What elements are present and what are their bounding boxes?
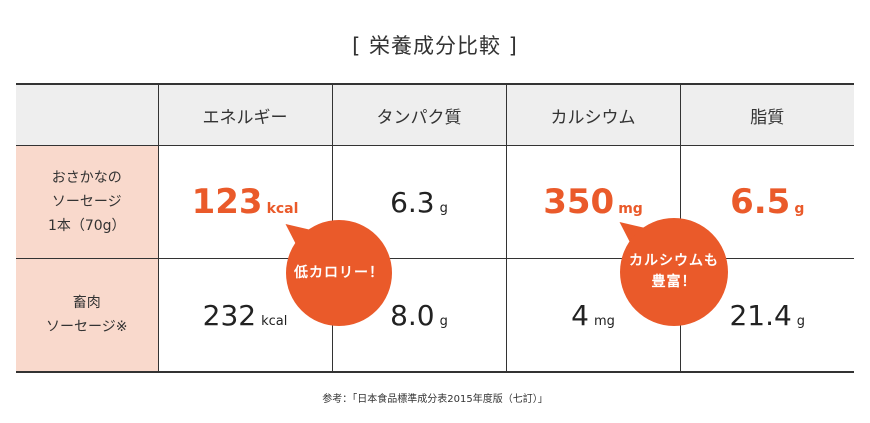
unit: kcal [266, 201, 299, 217]
reference-note: 参考：「日本食品標準成分表2015年度版（七訂）」 [322, 394, 548, 405]
calcium-bubble-line: カルシウムも [629, 253, 719, 269]
table-row-meat-sausage: 畜肉 ソーセージ※ 232 kcal 8.0 g 4 mg 21.4 g [16, 258, 854, 372]
unit: g [794, 201, 805, 217]
page-title: [ 栄養成分比較 ] [352, 34, 518, 58]
table-header-row: エネルギー タンパク質 カルシウム 脂質 [16, 84, 854, 146]
value: 350 [543, 182, 615, 222]
nutrition-comparison-table: エネルギー タンパク質 カルシウム 脂質 おさかなの ソーセージ 1本（70g）… [16, 83, 854, 373]
value: 6.5 [730, 182, 791, 222]
row-label-line: 畜肉 [72, 295, 101, 311]
header-energy: エネルギー [157, 84, 333, 146]
header-protein: タンパク質 [331, 84, 507, 146]
row-label-meat-sausage: 畜肉 ソーセージ※ [16, 258, 159, 372]
calcium-bubble: カルシウムも 豊富！ [620, 218, 728, 326]
calcium-bubble-line: 豊富！ [651, 274, 697, 290]
unit: g [439, 200, 448, 216]
unit: mg [593, 313, 615, 329]
row-label-line: ソーセージ※ [46, 319, 128, 335]
header-corner [16, 84, 159, 146]
unit: g [439, 313, 448, 329]
row-label-line: ソーセージ [51, 194, 122, 210]
value: 21.4 [729, 298, 792, 332]
row-label-fish-sausage: おさかなの ソーセージ 1本（70g） [16, 145, 159, 259]
header-calcium: カルシウム [505, 84, 681, 146]
table-row-fish-sausage: おさかなの ソーセージ 1本（70g） 123 kcal 6.3 g 350 mg 6… [16, 145, 854, 259]
fish-calcium-cell: 350 mg [505, 145, 681, 259]
row-label-line: おさかなの [51, 170, 122, 186]
value: 123 [191, 182, 263, 222]
low-calorie-bubble: 低カロリー！ [286, 220, 392, 326]
low-calorie-bubble-text: 低カロリー！ [294, 264, 384, 281]
value: 232 [202, 298, 257, 332]
header-fat: 脂質 [679, 84, 854, 146]
value: 6.3 [390, 185, 435, 219]
unit: mg [618, 201, 643, 217]
value: 8.0 [390, 298, 435, 332]
row-label-line: 1本（70g） [47, 218, 126, 234]
unit: g [796, 313, 806, 329]
unit: kcal [261, 313, 288, 329]
value: 4 [571, 298, 589, 332]
